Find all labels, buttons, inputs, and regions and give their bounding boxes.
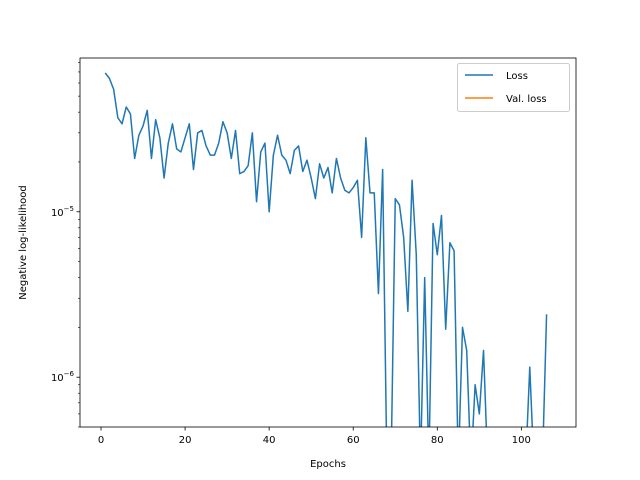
x-axis-label: Epochs [310, 459, 346, 470]
plot-area [79, 57, 577, 428]
x-tick-label: 40 [263, 435, 276, 446]
series-layer [104, 72, 548, 427]
legend-label-val-loss: Val. loss [506, 94, 547, 105]
x-tick-label: 80 [431, 435, 444, 446]
axes-frame [79, 57, 577, 428]
x-tick-label: 60 [347, 435, 360, 446]
series-line-loss [104, 72, 548, 427]
legend: Loss Val. loss [457, 63, 570, 112]
x-tick-label: 20 [179, 435, 192, 446]
x-tick-label: 0 [98, 435, 104, 446]
legend-label-loss: Loss [506, 71, 528, 82]
x-tick-label: 100 [512, 435, 531, 446]
x-axis: 0 20 40 60 80 100 [98, 427, 531, 446]
y-tick-label: 10−6 [51, 370, 75, 384]
y-axis: 10−6 10−5 [51, 62, 80, 428]
y-tick-label: 10−5 [51, 205, 74, 219]
y-axis-label: Negative log-likelihood [18, 185, 29, 300]
